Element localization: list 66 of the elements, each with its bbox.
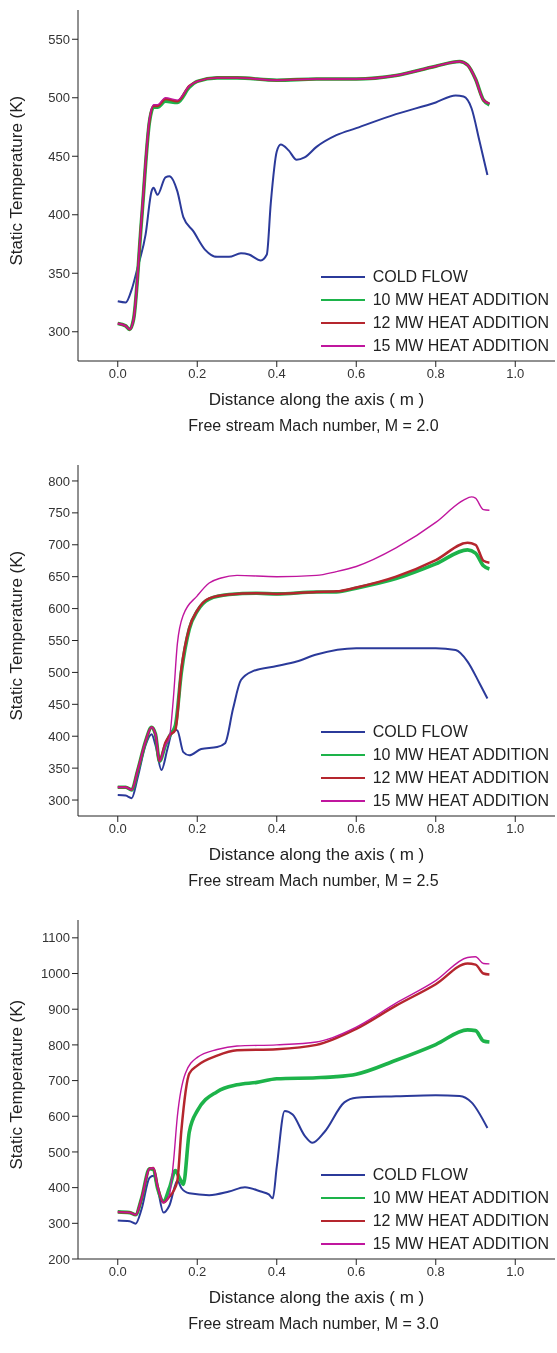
x-axis-title: Distance along the axis ( m ) (208, 845, 425, 864)
legend-label: 12 MW HEAT ADDITION (372, 313, 549, 333)
y-tick-label: 400 (48, 728, 70, 744)
x-axis-title: Distance along the axis ( m ) (208, 390, 425, 409)
text: Free stream Mach number, M = 3.0 (187, 1315, 440, 1333)
text: Free stream Mach number, M = 2.0 (187, 417, 440, 435)
y-tick-label: 800 (48, 1037, 70, 1053)
legend-label: 15 MW HEAT ADDITION (372, 336, 549, 356)
legend-label: 12 MW HEAT ADDITION (372, 768, 549, 788)
y-tick-label: 700 (48, 537, 70, 553)
x-tick-label: 0.2 (188, 1264, 207, 1280)
y-tick-label: 300 (48, 1215, 70, 1231)
y-tick-label: 1000 (41, 966, 70, 982)
x-tick-label: 1.0 (506, 1264, 525, 1280)
x-tick-label: 0.0 (108, 821, 127, 837)
legend-label: 15 MW HEAT ADDITION (372, 791, 549, 811)
y-tick-label: 900 (48, 1001, 70, 1017)
x-tick-label: 0.4 (267, 1264, 286, 1280)
legend-label: 12 MW HEAT ADDITION (372, 1211, 549, 1231)
y-tick-label: 300 (48, 792, 70, 808)
x-tick-label: 0.2 (188, 821, 207, 837)
legend-label: COLD FLOW (372, 1165, 468, 1185)
y-tick-label: 400 (48, 1180, 70, 1196)
legend-label: COLD FLOW (372, 267, 468, 287)
y-tick-label: 200 (48, 1251, 70, 1267)
legend-label: 15 MW HEAT ADDITION (372, 1234, 549, 1254)
y-tick-label: 450 (48, 696, 70, 712)
x-tick-label: 0.4 (267, 821, 286, 837)
legend-label: 10 MW HEAT ADDITION (372, 1188, 549, 1208)
y-axis-title: Static Temperature (K) (7, 550, 27, 721)
text: Free stream Mach number, M = 2.5 (187, 872, 440, 890)
x-axis-title: Distance along the axis ( m ) (208, 1288, 425, 1307)
y-tick-label: 500 (48, 665, 70, 681)
y-tick-label: 650 (48, 569, 70, 585)
y-tick-label: 350 (48, 760, 70, 776)
legend-label: COLD FLOW (372, 722, 468, 742)
legend-label: 10 MW HEAT ADDITION (372, 290, 549, 310)
y-axis-title: Static Temperature (K) (7, 999, 27, 1170)
x-tick-label: 0.0 (108, 366, 127, 382)
y-tick-label: 600 (48, 1108, 70, 1124)
y-tick-label: 500 (48, 90, 70, 106)
y-tick-label: 450 (48, 148, 70, 164)
x-tick-label: 0.2 (188, 366, 207, 382)
y-tick-label: 550 (48, 633, 70, 649)
y-tick-label: 700 (48, 1073, 70, 1089)
y-tick-label: 800 (48, 473, 70, 489)
y-tick-label: 300 (48, 324, 70, 340)
y-tick-label: 600 (48, 601, 70, 617)
y-axis-title: Static Temperature (K) (7, 95, 27, 266)
x-tick-label: 0.8 (426, 366, 445, 382)
x-tick-label: 0.6 (347, 366, 366, 382)
x-tick-label: 0.6 (347, 821, 366, 837)
x-tick-label: 1.0 (506, 366, 525, 382)
y-tick-label: 1100 (42, 930, 70, 946)
x-tick-label: 0.4 (267, 366, 286, 382)
y-tick-label: 550 (48, 31, 70, 47)
x-tick-label: 1.0 (506, 821, 525, 837)
x-tick-label: 0.6 (347, 1264, 366, 1280)
y-tick-label: 750 (48, 505, 70, 521)
legend-label: 10 MW HEAT ADDITION (372, 745, 549, 765)
x-tick-label: 0.8 (426, 821, 445, 837)
y-tick-label: 350 (48, 265, 70, 281)
x-tick-label: 0.8 (426, 1264, 445, 1280)
y-tick-label: 400 (48, 207, 70, 223)
y-tick-label: 500 (48, 1144, 70, 1160)
x-tick-label: 0.0 (108, 1264, 127, 1280)
